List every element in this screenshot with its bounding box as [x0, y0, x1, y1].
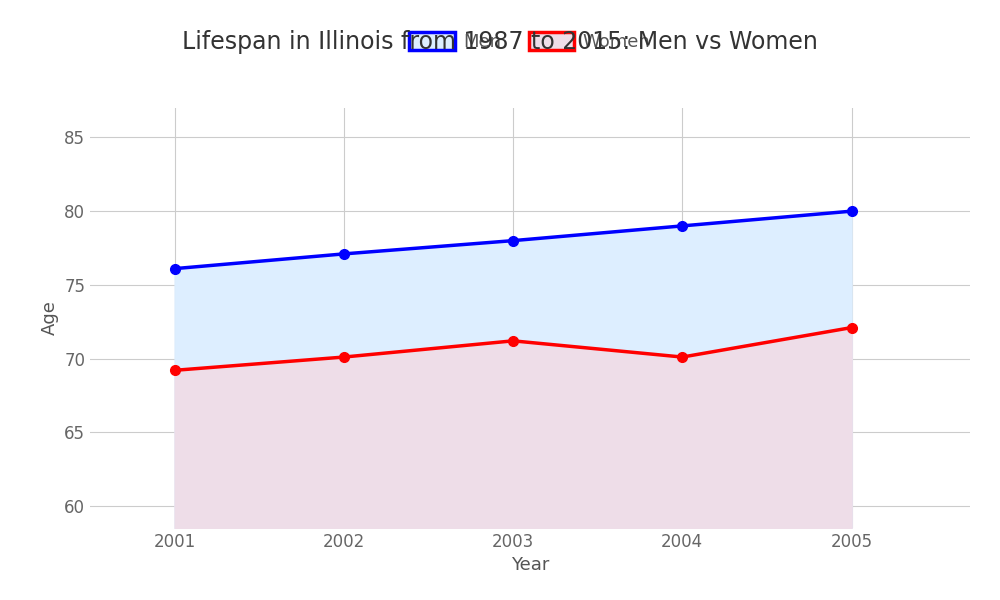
Y-axis label: Age: Age: [41, 301, 59, 335]
Legend: Men, Women: Men, Women: [402, 25, 658, 58]
X-axis label: Year: Year: [511, 556, 549, 574]
Text: Lifespan in Illinois from 1987 to 2015: Men vs Women: Lifespan in Illinois from 1987 to 2015: …: [182, 30, 818, 54]
